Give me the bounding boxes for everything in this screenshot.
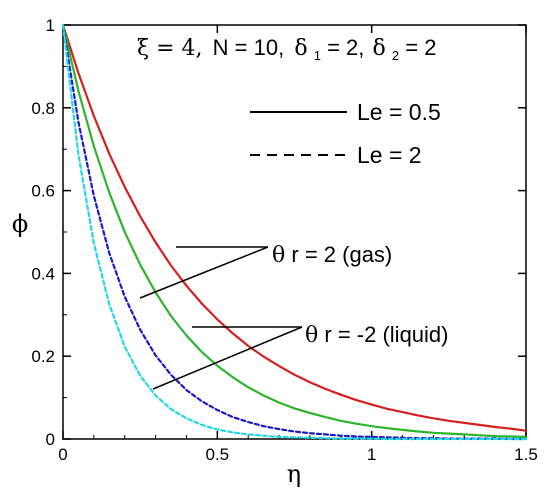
gas-pointer-lower bbox=[139, 246, 269, 299]
y-tick-label: 1 bbox=[46, 16, 55, 35]
y-tick-label: 0.6 bbox=[31, 182, 55, 201]
data-series bbox=[61, 23, 528, 441]
delta2-value: = 2 bbox=[405, 35, 436, 60]
gas-subscript: r bbox=[291, 242, 298, 267]
legend-solid-label: Le = 0.5 bbox=[357, 99, 441, 125]
liquid-annotation: θ r = -2 (liquid) bbox=[152, 322, 448, 390]
gas-text: = 2 (gas) bbox=[305, 242, 392, 267]
y-tick-label: 0 bbox=[46, 430, 55, 449]
liquid-label: θ r = -2 (liquid) bbox=[305, 322, 448, 348]
x-tick-label: 1.5 bbox=[514, 445, 538, 464]
y-tick-label: 0.2 bbox=[31, 347, 55, 366]
parameter-text: ξ = 4, N = 10, δ 1 = 2, δ 2 = 2 bbox=[137, 35, 436, 65]
legend-dashed-label: Le = 2 bbox=[357, 142, 422, 168]
legend: Le = 0.5 Le = 2 bbox=[250, 99, 441, 168]
delta2-symbol: δ bbox=[373, 36, 386, 61]
y-tick-label: 0.4 bbox=[31, 264, 55, 283]
liquid-theta: θ bbox=[305, 323, 318, 348]
delta1-subscript: 1 bbox=[314, 48, 321, 63]
x-tick-label: 0 bbox=[58, 445, 67, 464]
liquid-text: = -2 (liquid) bbox=[338, 322, 449, 347]
x-tick-label: 0.5 bbox=[206, 445, 230, 464]
delta1-value: = 2, bbox=[327, 35, 364, 60]
gas-theta: θ bbox=[272, 243, 285, 268]
series-line-2 bbox=[61, 23, 528, 438]
series-line-1 bbox=[61, 23, 528, 432]
liquid-subscript: r bbox=[324, 322, 331, 347]
y-axis-label: ϕ bbox=[12, 210, 28, 238]
series-line-3 bbox=[61, 23, 528, 441]
xi-param: ξ = 4, bbox=[137, 36, 203, 61]
n-param: N = 10, bbox=[213, 35, 285, 60]
y-tick-label: 0.8 bbox=[31, 99, 55, 118]
x-tick-label: 1 bbox=[367, 445, 376, 464]
liquid-pointer-lower bbox=[152, 326, 303, 390]
x-axis-label: η bbox=[287, 460, 301, 488]
gas-annotation: θ r = 2 (gas) bbox=[139, 242, 392, 299]
delta1-symbol: δ bbox=[294, 36, 307, 61]
series-line-4 bbox=[61, 23, 528, 441]
delta2-subscript: 2 bbox=[392, 48, 399, 63]
gas-label: θ r = 2 (gas) bbox=[272, 242, 392, 268]
plot-frame bbox=[62, 24, 527, 440]
axis-ticks: 0 0.5 1 1.5 0 0.2 0.4 0.6 0.8 1 bbox=[31, 16, 537, 464]
